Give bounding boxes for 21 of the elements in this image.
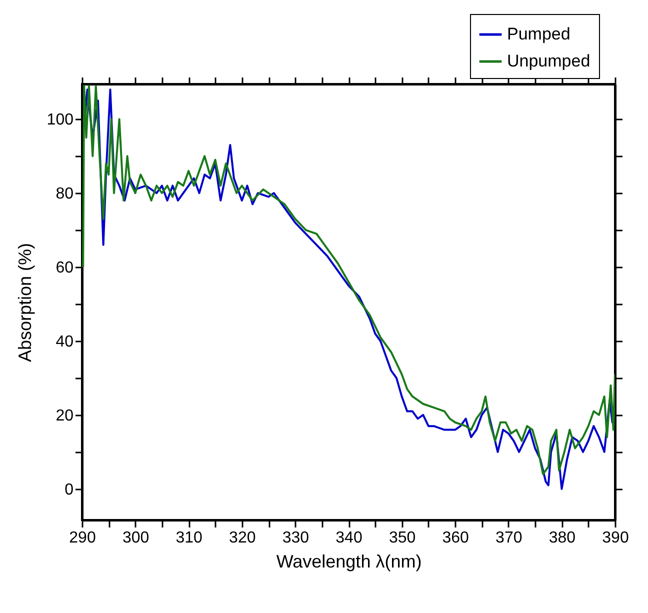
x-tick-label: 300 (122, 530, 150, 546)
x-tick-label: 290 (69, 530, 96, 546)
x-tick-label: 320 (229, 530, 256, 546)
x-tick-label: 350 (388, 530, 416, 546)
y-tick-label: 0 (64, 481, 74, 498)
x-tick-label: 330 (282, 530, 310, 546)
y-tick-label: 80 (56, 186, 74, 203)
x-tick-label: 390 (602, 530, 629, 546)
x-tick-label: 340 (336, 530, 362, 546)
legend-label: Pumped (507, 24, 570, 44)
y-tick-label: 40 (56, 334, 74, 351)
x-tick-label: 370 (496, 530, 522, 546)
y-tick-label: 20 (56, 407, 74, 424)
x-tick-label: 360 (442, 530, 470, 546)
x-tick-label: 380 (548, 530, 576, 546)
legend-label: Unpumped (507, 52, 590, 70)
y-tick-label: 60 (56, 260, 74, 277)
y-axis-title: Absorption (%) (14, 242, 35, 362)
x-tick-label: 310 (176, 530, 203, 546)
x-axis-title: Wavelength λ(nm) (276, 552, 422, 572)
y-tick-label: 100 (46, 112, 74, 129)
